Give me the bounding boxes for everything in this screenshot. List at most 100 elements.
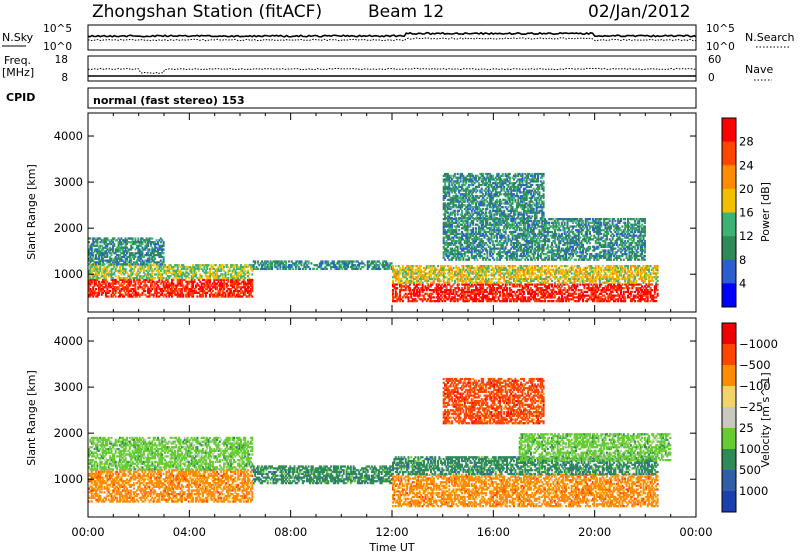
power-cell [218,265,221,269]
power-cell [444,265,447,268]
power-cell [462,290,465,294]
power-cell [155,293,158,296]
power-cell [88,295,91,298]
power-cell [462,294,465,297]
power-cell [134,261,137,264]
power-cell [213,295,216,298]
power-cell [225,277,228,280]
power-cell [263,267,266,271]
power-cell [133,289,136,293]
power-cell [95,291,98,294]
power-cell [199,264,202,267]
power-cell [238,278,241,282]
power-cell [287,265,290,269]
power-cell [541,274,544,277]
power-cell [178,282,181,285]
power-cell [147,289,150,293]
power-cell [130,278,133,282]
power-cell [165,284,168,287]
power-cell [266,260,269,263]
power-cell [121,271,124,274]
power-cell [149,284,152,287]
power-cell [244,269,247,272]
power-cell [147,259,150,262]
power-cell [271,264,274,267]
power-cell [162,259,165,262]
power-cell [347,264,350,267]
power-cell [247,289,250,293]
power-cell [110,286,113,289]
power-cell [418,283,421,286]
power-cell [172,282,175,285]
power-cell [356,264,359,267]
power-cell [470,292,473,295]
power-cell [366,260,369,263]
power-cell [120,242,123,246]
power-cell [200,293,203,296]
power-cell [176,289,179,293]
power-cell [566,265,569,268]
power-cell [310,262,313,265]
power-cell [231,280,234,283]
power-cell [203,291,206,294]
power-cell [90,259,93,262]
power-cell [493,258,496,261]
power-cell [166,267,169,271]
power-cell [148,269,151,272]
power-cell [113,242,116,246]
power-cell [437,289,440,292]
power-cell [432,296,435,299]
power-cell [113,261,116,264]
power-cell [427,287,430,290]
power-cell [278,260,281,263]
power-cell [93,275,96,278]
power-cell [106,267,109,271]
power-cell [162,244,165,247]
power-cell [469,294,472,297]
power-cell [468,294,471,297]
power-cell [176,295,179,298]
power-cell [334,267,337,271]
power-cell [124,257,127,260]
power-cell [148,295,151,298]
power-cell [432,289,435,292]
power-cell [154,257,157,260]
power-cell [483,294,486,297]
power-cell [420,289,423,292]
power-cell [104,244,107,247]
power-cell [120,257,123,260]
power-cell [403,285,406,288]
power-cell [393,296,396,299]
power-cell [124,261,127,264]
power-cell [145,244,148,247]
power-cell [382,265,385,269]
power-cell [127,273,130,276]
power-cell [180,275,183,278]
power-cell [134,289,137,293]
power-cell [130,271,133,274]
power-cell [93,282,96,285]
power-cell [157,295,160,298]
power-cell [96,237,99,240]
power-cell [107,271,110,274]
power-cell [202,293,205,296]
power-cell [175,277,178,280]
power-cell [401,296,404,299]
power-cell [145,275,148,278]
power-cell [111,241,114,244]
power-cell [477,283,480,286]
power-cell [155,288,158,291]
power-cell [131,241,134,244]
power-cell [466,290,469,294]
power-cell [273,262,276,265]
power-cell [90,271,93,274]
power-cell [169,271,172,274]
power-cell [90,265,93,269]
power-cell [355,260,358,263]
power-cell [413,298,416,301]
power-cell [213,277,216,280]
power-cell [455,290,458,294]
power-cell [531,265,534,268]
power-cell [104,246,107,249]
power-cell [306,265,309,269]
